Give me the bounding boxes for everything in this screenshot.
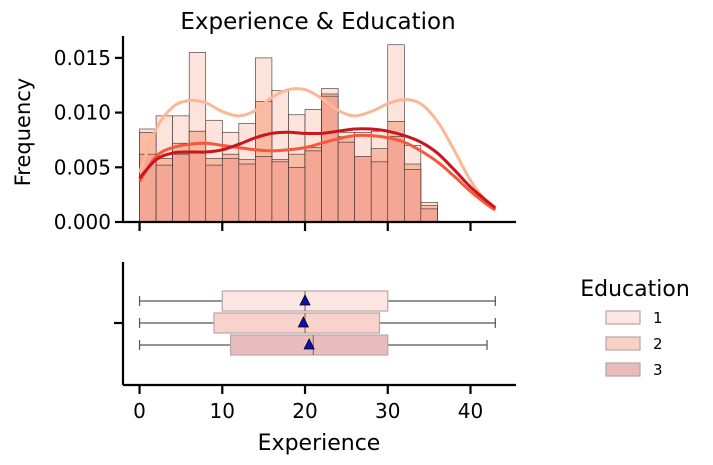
histogram-y-axis: 0.000 0.005 0.010 0.015 bbox=[54, 36, 125, 234]
hist-bar-education-3-bin-4 bbox=[205, 164, 223, 223]
chart-title: Experience & Education bbox=[180, 9, 455, 35]
boxplot-panel: 0 10 20 30 40 Experience bbox=[114, 262, 516, 456]
boxplot-xtick-label: 10 bbox=[210, 399, 235, 423]
hist-bar-education-3-bin-6 bbox=[238, 163, 256, 223]
box-education-2 bbox=[213, 312, 381, 334]
legend-title: Education bbox=[580, 277, 690, 302]
histogram-ytick-label: 0.005 bbox=[54, 155, 111, 179]
legend-entries: 1 2 3 bbox=[605, 309, 663, 379]
mean-marker-education-1 bbox=[299, 294, 311, 306]
boxplot-boxes bbox=[138, 290, 496, 356]
boxplot-xlabel: Experience bbox=[258, 431, 381, 456]
hist-bar-education-3-bin-8 bbox=[271, 161, 289, 223]
mean-marker-education-3 bbox=[303, 338, 315, 350]
hist-bar-education-3-bin-13 bbox=[354, 156, 372, 223]
histogram-ytick-label: 0.000 bbox=[54, 210, 111, 234]
hist-bar-education-3-bin-16 bbox=[404, 169, 422, 223]
hist-bar-education-3-bin-7 bbox=[255, 156, 273, 223]
boxplot-axes: 0 10 20 30 40 bbox=[114, 262, 516, 423]
hist-bar-education-3-bin-14 bbox=[370, 161, 389, 223]
hist-bar-education-3-bin-2 bbox=[172, 153, 190, 223]
legend: Education 1 2 3 bbox=[580, 277, 690, 379]
histogram-ylabel: Frequency bbox=[11, 78, 35, 187]
boxplot-xtick-label: 40 bbox=[458, 399, 483, 423]
legend-swatch-education-2 bbox=[605, 336, 641, 351]
kde-line-education-1 bbox=[138, 87, 497, 211]
legend-label-education-1: 1 bbox=[653, 309, 663, 327]
hist-bar-education-3-bin-12 bbox=[337, 141, 355, 223]
hist-bar-education-3-bin-1 bbox=[155, 164, 173, 223]
hist-bar-education-3-bin-17 bbox=[420, 208, 438, 223]
histogram-ytick-label: 0.015 bbox=[54, 46, 111, 70]
kde-lines bbox=[138, 87, 497, 212]
kde-line-education-3 bbox=[138, 127, 497, 209]
histogram-x-axis bbox=[123, 220, 516, 231]
legend-swatch-education-1 bbox=[605, 310, 641, 325]
boxplot-xtick-label: 30 bbox=[375, 399, 400, 423]
kde-line-education-2 bbox=[138, 133, 497, 212]
hist-bar-education-3-bin-10 bbox=[304, 150, 322, 223]
histogram-panel: 0.000 0.005 0.010 0.015 Frequency bbox=[11, 36, 516, 234]
boxplot-xtick-label: 0 bbox=[133, 399, 146, 423]
hist-bar-education-3-bin-15 bbox=[387, 136, 405, 223]
histogram-ytick-label: 0.010 bbox=[54, 101, 111, 125]
legend-label-education-2: 2 bbox=[653, 335, 663, 353]
hist-bar-education-3-bin-9 bbox=[288, 166, 306, 223]
legend-swatch-education-3 bbox=[605, 362, 641, 377]
hist-bar-education-3-bin-3 bbox=[188, 152, 207, 223]
boxplot-xtick-label: 20 bbox=[292, 399, 317, 423]
mean-marker-education-2 bbox=[297, 316, 310, 328]
legend-label-education-3: 3 bbox=[653, 361, 663, 379]
hist-bar-education-3-bin-5 bbox=[221, 158, 240, 223]
hist-bar-education-3-bin-11 bbox=[321, 95, 339, 223]
